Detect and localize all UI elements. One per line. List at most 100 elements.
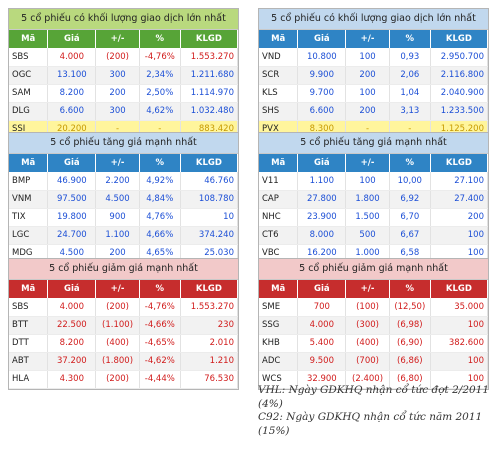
column-header-change: +/- bbox=[345, 154, 390, 172]
percent-cell: 2,50% bbox=[139, 84, 181, 103]
percent-cell: (12,50) bbox=[389, 298, 431, 317]
volume-cell: 100 bbox=[430, 370, 489, 389]
change-cell: (200) bbox=[95, 370, 140, 389]
percent-cell: 4,76% bbox=[139, 208, 181, 227]
volume-cell: 1.211.680 bbox=[180, 66, 239, 85]
stock-table: Mã Giá +/-% KLGD SBS 4.000 (200) -4,76% 1.553.27… bbox=[9, 280, 239, 389]
change-cell: (100) bbox=[345, 298, 390, 317]
percent-cell: (6,86) bbox=[389, 352, 431, 371]
percent-cell: (6,98) bbox=[389, 316, 431, 335]
price-cell: 8.200 bbox=[47, 84, 97, 103]
percent-cell: -4,65% bbox=[139, 334, 181, 353]
price-cell: 5.400 bbox=[297, 334, 347, 353]
price-cell: 13.100 bbox=[47, 66, 97, 85]
panel-losers-right: 5 cổ phiếu giảm giá mạnh nhất Mã Giá +/-% KL… bbox=[258, 258, 489, 390]
stock-code-cell: NHC bbox=[259, 208, 299, 227]
column-header-percent: % bbox=[389, 154, 431, 172]
percent-cell: (6,80) bbox=[389, 370, 431, 389]
volume-cell: 100 bbox=[430, 352, 489, 371]
column-header-change: +/- bbox=[95, 30, 140, 48]
volume-cell: 1.553.270 bbox=[180, 298, 239, 317]
percent-cell: (6,90) bbox=[389, 334, 431, 353]
table-row: NHC 23.900 1.500 6,70 200 bbox=[259, 208, 489, 227]
price-cell: 22.500 bbox=[47, 316, 97, 335]
price-cell: 8.200 bbox=[47, 334, 97, 353]
column-header-change: +/- bbox=[95, 280, 140, 298]
table-row: SCR 9.900 200 2,06 2.116.800 bbox=[259, 66, 489, 85]
table-row: LGC 24.700 1.100 4,66% 374.240 bbox=[9, 226, 239, 245]
change-cell: (200) bbox=[95, 298, 140, 317]
column-header-volume: KLGD bbox=[180, 30, 239, 48]
price-cell: 24.700 bbox=[47, 226, 97, 245]
panel-title: 5 cổ phiếu có khối lượng giao dịch lớn n… bbox=[9, 9, 238, 30]
change-cell: (400) bbox=[95, 334, 140, 353]
table-row: CAP 27.800 1.800 6,92 27.400 bbox=[259, 190, 489, 209]
column-header-change: +/- bbox=[345, 30, 390, 48]
change-cell: 500 bbox=[345, 226, 390, 245]
change-cell: (700) bbox=[345, 352, 390, 371]
table-row: KHB 5.400 (400) (6,90) 382.600 bbox=[259, 334, 489, 353]
price-cell: 97.500 bbox=[47, 190, 97, 209]
percent-cell: 6,92 bbox=[389, 190, 431, 209]
table-row: WCS 32.900 (2.400) (6,80) 100 bbox=[259, 370, 489, 389]
stock-code-cell: TIX bbox=[9, 208, 49, 227]
percent-cell: -4,76% bbox=[139, 298, 181, 317]
stock-code-cell: DTT bbox=[9, 334, 49, 353]
column-header-stock-code: Mã bbox=[9, 154, 49, 172]
change-cell: 200 bbox=[345, 66, 390, 85]
stock-code-cell: SBS bbox=[9, 48, 49, 67]
change-cell: 1.500 bbox=[345, 208, 390, 227]
panel-volume-left: 5 cổ phiếu có khối lượng giao dịch lớn n… bbox=[8, 8, 239, 140]
volume-cell: 76.530 bbox=[180, 370, 239, 389]
table-row: SAM 8.200 200 2,50% 1.114.970 bbox=[9, 84, 239, 103]
column-header-percent: % bbox=[139, 154, 181, 172]
stock-code-cell: VND bbox=[259, 48, 299, 67]
panel-title: 5 cổ phiếu tăng giá mạnh nhất bbox=[259, 133, 488, 154]
panel-gainers-right: 5 cổ phiếu tăng giá mạnh nhất Mã Giá +/-% KL… bbox=[258, 132, 489, 264]
change-cell: 200 bbox=[345, 102, 390, 121]
price-cell: 10.800 bbox=[297, 48, 347, 67]
volume-cell: 1.553.270 bbox=[180, 48, 239, 67]
percent-cell: 6,70 bbox=[389, 208, 431, 227]
column-header-percent: % bbox=[139, 30, 181, 48]
stock-code-cell: SME bbox=[259, 298, 299, 317]
percent-cell: 4,84% bbox=[139, 190, 181, 209]
table-row: TIX 19.800 900 4,76% 10 bbox=[9, 208, 239, 227]
note-vhl: VHL: Ngày GDKHQ nhận cổ tức đợt 2/2011 (… bbox=[258, 384, 490, 410]
column-header-price: Giá bbox=[297, 30, 347, 48]
stock-table: Mã Giá +/-% KLGD BMP 46.900 2.200 4,92% 46.760 VN… bbox=[9, 154, 239, 263]
percent-cell: 2,06 bbox=[389, 66, 431, 85]
stock-code-cell: KLS bbox=[259, 84, 299, 103]
stock-code-cell: SBS bbox=[9, 298, 49, 317]
stock-code-cell: SAM bbox=[9, 84, 49, 103]
table-row: HLA 4.300 (200) -4,44% 76.530 bbox=[9, 370, 239, 389]
table-row: SBS 4.000 (200) -4,76% 1.553.270 bbox=[9, 48, 239, 67]
change-cell: 900 bbox=[95, 208, 140, 227]
table-row: SBS 4.000 (200) -4,76% 1.553.270 bbox=[9, 298, 239, 317]
column-header-percent: % bbox=[389, 280, 431, 298]
panel-title: 5 cổ phiếu tăng giá mạnh nhất bbox=[9, 133, 238, 154]
stock-code-cell: OGC bbox=[9, 66, 49, 85]
table-row: CT6 8.000 500 6,67 100 bbox=[259, 226, 489, 245]
column-header-volume: KLGD bbox=[430, 30, 489, 48]
volume-cell: 100 bbox=[430, 226, 489, 245]
price-cell: 23.900 bbox=[297, 208, 347, 227]
column-header-change: +/- bbox=[345, 280, 390, 298]
table-row: OGC 13.100 300 2,34% 1.211.680 bbox=[9, 66, 239, 85]
stock-code-cell: VNM bbox=[9, 190, 49, 209]
column-header-stock-code: Mã bbox=[259, 280, 299, 298]
stock-code-cell: BTT bbox=[9, 316, 49, 335]
volume-cell: 200 bbox=[430, 208, 489, 227]
percent-cell: 0,93 bbox=[389, 48, 431, 67]
stock-code-cell: ABT bbox=[9, 352, 49, 371]
volume-cell: 27.100 bbox=[430, 172, 489, 191]
table-row: SME 700 (100) (12,50) 35.000 bbox=[259, 298, 489, 317]
price-cell: 9.900 bbox=[297, 66, 347, 85]
price-cell: 9.700 bbox=[297, 84, 347, 103]
column-header-percent: % bbox=[389, 30, 431, 48]
percent-cell: 1,04 bbox=[389, 84, 431, 103]
column-header-volume: KLGD bbox=[180, 154, 239, 172]
volume-cell: 46.760 bbox=[180, 172, 239, 191]
column-header-price: Giá bbox=[47, 154, 97, 172]
panel-title: 5 cổ phiếu giảm giá mạnh nhất bbox=[259, 259, 488, 280]
